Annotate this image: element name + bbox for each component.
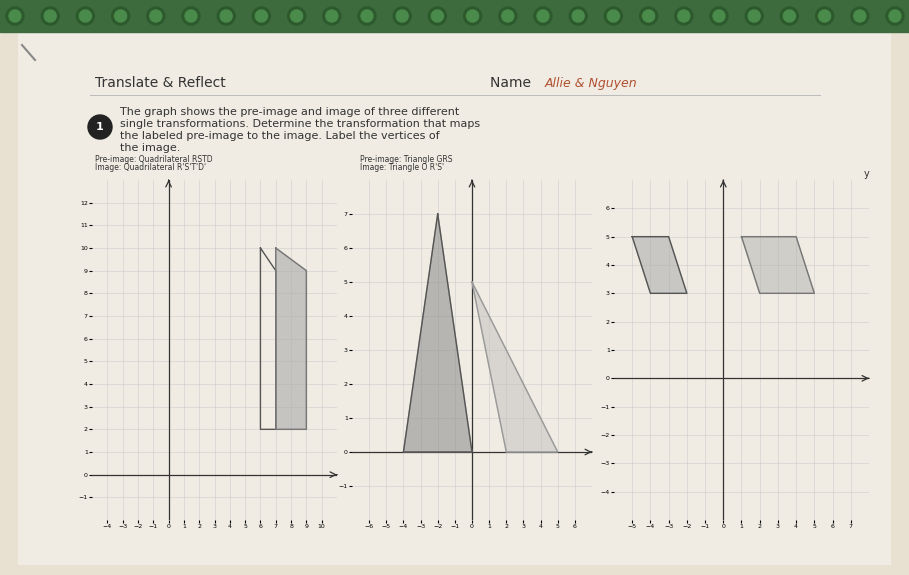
Circle shape (499, 7, 517, 25)
Circle shape (394, 7, 411, 25)
Circle shape (466, 10, 479, 22)
Circle shape (45, 10, 56, 22)
FancyBboxPatch shape (18, 17, 891, 565)
Circle shape (819, 10, 831, 22)
Circle shape (889, 10, 901, 22)
Circle shape (361, 10, 373, 22)
Circle shape (569, 7, 587, 25)
Circle shape (287, 7, 305, 25)
Text: The graph shows the pre-image and image of three different: The graph shows the pre-image and image … (120, 107, 459, 117)
Circle shape (112, 7, 130, 25)
Polygon shape (472, 282, 558, 452)
Circle shape (182, 7, 200, 25)
Circle shape (323, 7, 341, 25)
Circle shape (854, 10, 865, 22)
Circle shape (502, 10, 514, 22)
Circle shape (534, 7, 552, 25)
Polygon shape (742, 237, 814, 293)
Circle shape (748, 10, 760, 22)
Circle shape (9, 10, 21, 22)
Circle shape (220, 10, 232, 22)
Circle shape (678, 10, 690, 22)
Text: Image: Triangle O R'S': Image: Triangle O R'S' (360, 163, 445, 172)
Circle shape (674, 7, 693, 25)
Text: 1: 1 (96, 122, 104, 132)
Polygon shape (275, 248, 306, 430)
Circle shape (784, 10, 795, 22)
Circle shape (76, 7, 95, 25)
Circle shape (572, 10, 584, 22)
Circle shape (432, 10, 444, 22)
Text: Pre-image: Triangle GRS: Pre-image: Triangle GRS (360, 155, 453, 164)
Text: single transformations. Determine the transformation that maps: single transformations. Determine the tr… (120, 119, 480, 129)
Bar (0, 0, 909, 32)
Circle shape (886, 7, 904, 25)
Circle shape (291, 10, 303, 22)
Circle shape (607, 10, 619, 22)
Circle shape (815, 7, 834, 25)
Circle shape (464, 7, 482, 25)
Circle shape (640, 7, 657, 25)
Text: Translate & Reflect: Translate & Reflect (95, 76, 225, 90)
Circle shape (146, 7, 165, 25)
Text: the labeled pre-image to the image. Label the vertices of: the labeled pre-image to the image. Labe… (120, 131, 440, 141)
Circle shape (6, 7, 24, 25)
Circle shape (79, 10, 92, 22)
Polygon shape (633, 237, 687, 293)
Circle shape (537, 10, 549, 22)
Circle shape (710, 7, 728, 25)
Circle shape (88, 115, 112, 139)
Circle shape (781, 7, 798, 25)
Text: Image: Quadrilateral R'S'T'D': Image: Quadrilateral R'S'T'D' (95, 163, 206, 172)
Circle shape (217, 7, 235, 25)
Circle shape (713, 10, 725, 22)
Circle shape (325, 10, 338, 22)
Circle shape (745, 7, 764, 25)
Text: Name: Name (490, 76, 540, 90)
Circle shape (851, 7, 869, 25)
Circle shape (115, 10, 126, 22)
Circle shape (396, 10, 408, 22)
Circle shape (253, 7, 270, 25)
Text: Allie & Nguyen: Allie & Nguyen (545, 77, 637, 90)
Circle shape (41, 7, 59, 25)
Circle shape (185, 10, 197, 22)
Circle shape (255, 10, 267, 22)
Text: the image.: the image. (120, 143, 180, 153)
Circle shape (358, 7, 376, 25)
Circle shape (604, 7, 623, 25)
Polygon shape (404, 214, 472, 452)
Circle shape (643, 10, 654, 22)
Circle shape (150, 10, 162, 22)
Text: Pre-image: Quadrilateral RSTD: Pre-image: Quadrilateral RSTD (95, 155, 213, 164)
Text: y: y (864, 169, 869, 179)
Circle shape (428, 7, 446, 25)
